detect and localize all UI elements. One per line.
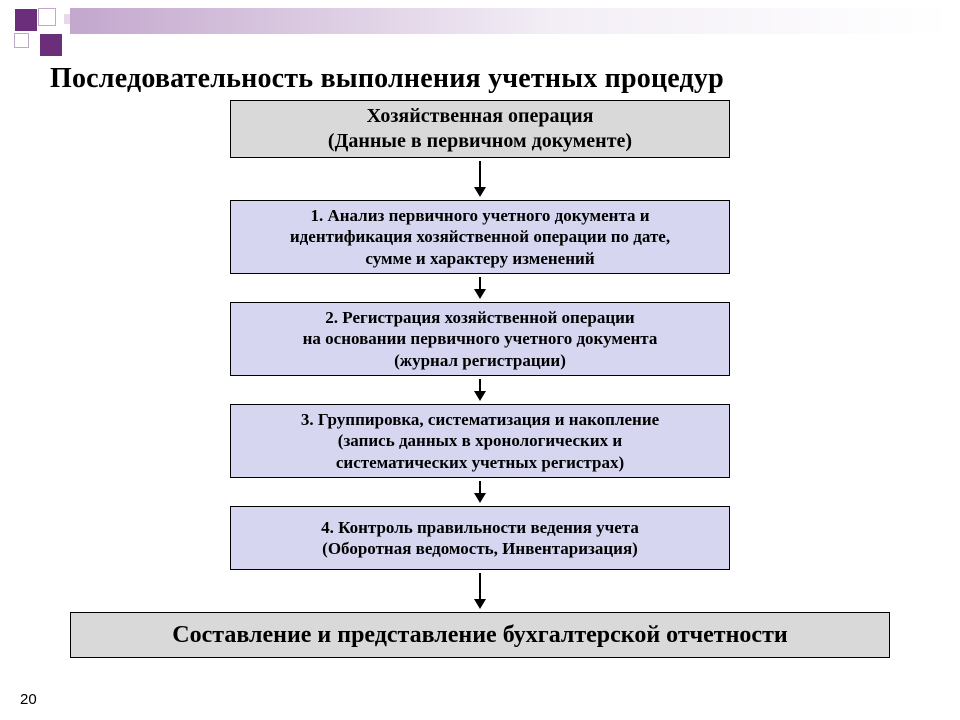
- header-gradient-bar: [70, 8, 950, 34]
- flow-step-2: 2. Регистрация хозяйственной операции на…: [230, 302, 730, 376]
- flow-step-line: (журнал регистрации): [394, 350, 566, 371]
- flow-step-line: на основании первичного учетного докумен…: [303, 328, 658, 349]
- arrow-icon: [474, 379, 486, 401]
- deco-square-solid-1: [15, 9, 37, 31]
- flow-start-box: Хозяйственная операция (Данные в первичн…: [230, 100, 730, 158]
- deco-square-outline-2: [14, 33, 29, 48]
- deco-square-outline-1: [38, 8, 56, 26]
- arrow-icon: [474, 481, 486, 503]
- page-title: Последовательность выполнения учетных пр…: [50, 63, 930, 95]
- arrow-icon: [474, 573, 486, 609]
- flow-step-4: 4. Контроль правильности ведения учета (…: [230, 506, 730, 570]
- flow-step-line: 4. Контроль правильности ведения учета: [321, 517, 639, 538]
- flow-step-line: 3. Группировка, систематизация и накопле…: [301, 409, 659, 430]
- deco-square-solid-2: [40, 34, 62, 56]
- flow-step-line: идентификация хозяйственной операции по …: [290, 226, 670, 247]
- flow-step-3: 3. Группировка, систематизация и накопле…: [230, 404, 730, 478]
- flow-step-1: 1. Анализ первичного учетного документа …: [230, 200, 730, 274]
- arrow-icon: [474, 161, 486, 197]
- flow-start-line2: (Данные в первичном документе): [328, 129, 632, 154]
- flowchart: Хозяйственная операция (Данные в первичн…: [0, 100, 960, 658]
- flow-step-line: систематических учетных регистрах): [336, 452, 624, 473]
- flow-step-line: сумме и характеру изменений: [365, 248, 594, 269]
- flow-step-line: 2. Регистрация хозяйственной операции: [325, 307, 634, 328]
- arrow-icon: [474, 277, 486, 299]
- flow-step-line: (Оборотная ведомость, Инвентаризация): [322, 538, 638, 559]
- page-number: 20: [20, 691, 37, 708]
- flow-end-box: Составление и представление бухгалтерско…: [70, 612, 890, 658]
- slide: Последовательность выполнения учетных пр…: [0, 0, 960, 720]
- flow-start-line1: Хозяйственная операция: [367, 104, 594, 129]
- flow-step-line: (запись данных в хронологических и: [338, 430, 622, 451]
- flow-step-line: 1. Анализ первичного учетного документа …: [310, 205, 649, 226]
